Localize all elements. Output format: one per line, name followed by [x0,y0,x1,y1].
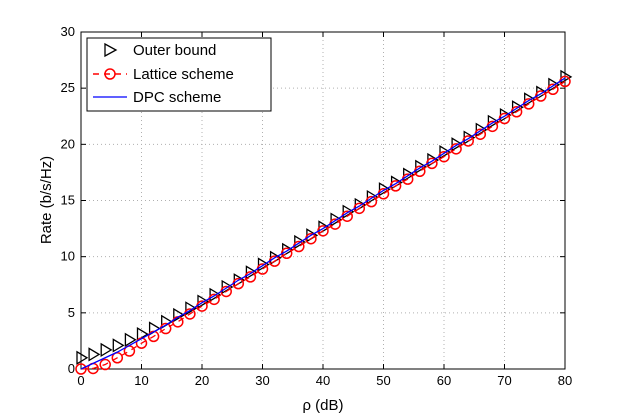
data-point-outer-bound [342,204,355,219]
data-point-outer-bound [524,92,536,107]
y-tick-label: 5 [68,305,75,320]
data-point-lattice-scheme [75,363,87,375]
data-point-outer-bound [548,77,561,92]
legend-label-outer-bound: Outer bound [133,42,216,59]
x-tick-label: 20 [195,373,209,388]
data-point-outer-bound [173,307,186,323]
data-point-outer-bound [124,332,137,347]
data-point-outer-bound [415,159,428,174]
x-tick-label: 80 [558,373,572,388]
legend-label-lattice-scheme: Lattice scheme [133,66,234,83]
x-tick-label: 50 [376,373,390,388]
legend-marker-circle-icon [104,68,116,80]
legend-label-dpc-scheme: DPC scheme [133,89,221,106]
data-point-outer-bound [209,287,222,303]
data-point-lattice-scheme [99,358,111,371]
y-tick-label: 25 [61,80,75,95]
axis-ticks: 0 10 20 30 40 50 60 70 80 0 5 10 15 20 25 30 [61,24,573,388]
data-point-outer-bound [185,301,198,316]
data-point-outer-bound [403,167,415,182]
legend-entry-dpc-scheme: DPC scheme [93,89,221,106]
y-tick-label: 20 [61,136,75,151]
data-point-outer-bound [245,265,258,280]
data-series [75,69,573,375]
data-point-outer-bound [100,342,113,358]
data-point-outer-bound [221,279,234,295]
data-point-outer-bound [136,327,149,342]
x-tick-label: 60 [437,373,451,388]
data-point-outer-bound [88,347,101,362]
legend-entry-outer-bound: Outer bound [104,42,216,59]
y-tick-label: 10 [61,249,75,264]
data-point-outer-bound [76,350,89,365]
data-point-outer-bound [378,182,391,197]
data-point-outer-bound [294,234,307,250]
y-tick-label: 0 [68,361,75,376]
data-point-outer-bound [439,145,452,160]
series-line-dpc-scheme [80,77,566,370]
data-point-outer-bound [112,338,125,353]
y-tick-label: 30 [61,24,75,39]
data-point-outer-bound [257,257,270,272]
y-tick-label: 15 [61,193,75,208]
data-point-outer-bound [487,114,500,130]
x-tick-label: 40 [316,373,330,388]
data-point-outer-bound [330,212,343,227]
legend-marker-triangle-icon [104,42,118,58]
x-tick-label: 30 [255,373,269,388]
y-axis-label: Rate (b/s/Hz) [38,156,55,244]
data-point-outer-bound [560,69,573,85]
data-point-outer-bound [451,137,464,152]
data-point-outer-bound [511,100,524,115]
x-tick-label: 70 [497,373,511,388]
x-axis-label: ρ (dB) [302,397,343,414]
x-tick-label: 10 [134,373,148,388]
data-point-outer-bound [197,294,210,309]
data-point-outer-bound [475,122,488,137]
legend-entry-lattice-scheme: Lattice scheme [93,66,234,83]
data-point-outer-bound [366,189,379,205]
x-tick-label: 0 [77,373,84,388]
legend: Outer bound Lattice scheme DPC scheme [86,37,272,112]
